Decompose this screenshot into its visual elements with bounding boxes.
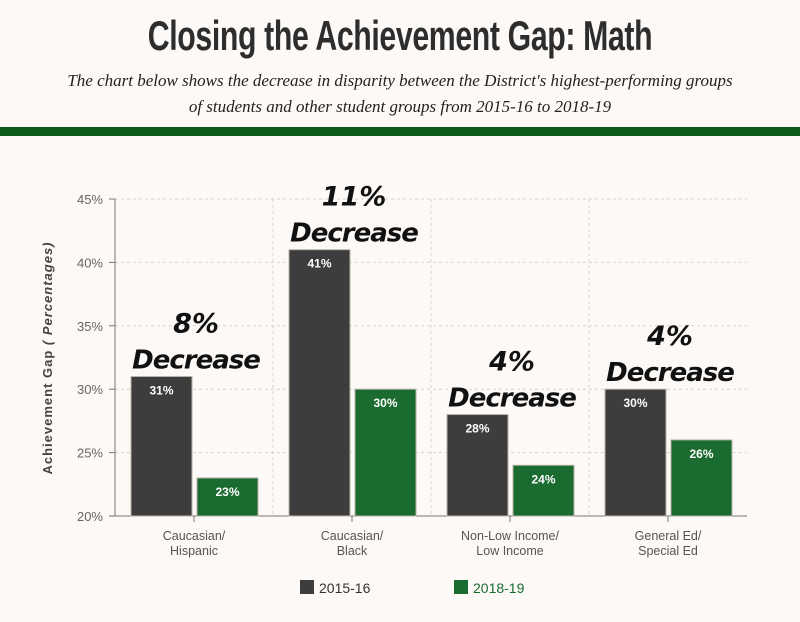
annotation-percent: 8% — [173, 309, 219, 340]
data-label: 26% — [689, 447, 713, 461]
header-divider — [0, 127, 800, 136]
data-label: 41% — [307, 257, 331, 271]
annotation-decrease: Decrease — [132, 346, 260, 376]
data-label: 28% — [465, 422, 489, 436]
data-label: 23% — [215, 485, 239, 499]
annotation-percent: 4% — [488, 347, 535, 378]
data-label: 30% — [373, 396, 397, 410]
bar-2015-16 — [446, 414, 509, 517]
x-tick-label: Hispanic — [170, 544, 218, 558]
y-tick-label: 25% — [77, 446, 103, 461]
x-tick-label: Caucasian/ — [321, 529, 384, 543]
bar-2018-19 — [196, 477, 259, 517]
annotation-decrease: Decrease — [606, 358, 734, 388]
data-label: 30% — [623, 396, 647, 410]
annotation-decrease: Decrease — [290, 219, 418, 249]
data-label: 24% — [531, 472, 555, 486]
y-tick-label: 40% — [77, 255, 103, 270]
chart-title: Closing the Achievement Gap: Math — [147, 12, 653, 59]
legend-swatch — [454, 580, 468, 594]
annotation-percent: 11% — [322, 182, 387, 213]
bar-2015-16 — [288, 249, 351, 517]
bar-2018-19 — [512, 464, 575, 517]
bar-2015-16 — [604, 388, 667, 517]
y-axis-label: Achievement Gap ( Percentages) — [40, 241, 55, 474]
legend-swatch — [300, 580, 314, 594]
x-tick-label: Special Ed — [638, 544, 698, 558]
annotation-decrease: Decrease — [448, 384, 576, 414]
bar-2018-19 — [354, 388, 417, 517]
x-tick-label: Non-Low Income/ — [461, 529, 559, 543]
legend-label: 2018-19 — [473, 580, 525, 596]
data-label: 31% — [149, 384, 173, 398]
legend-label: 2015-16 — [319, 580, 371, 596]
bar-2015-16 — [130, 376, 193, 517]
x-tick-label: Low Income — [476, 544, 543, 558]
y-tick-label: 20% — [77, 509, 103, 524]
x-tick-label: Caucasian/ — [163, 529, 226, 543]
x-tick-label: Black — [337, 544, 368, 558]
chart-subtitle: The chart below shows the decrease in di… — [67, 71, 733, 116]
y-tick-label: 45% — [77, 192, 103, 207]
x-tick-label: General Ed/ — [635, 529, 702, 543]
y-tick-label: 30% — [77, 382, 103, 397]
y-tick-label: 35% — [77, 319, 103, 334]
bar-2018-19 — [670, 439, 733, 517]
annotation-percent: 4% — [646, 321, 693, 352]
